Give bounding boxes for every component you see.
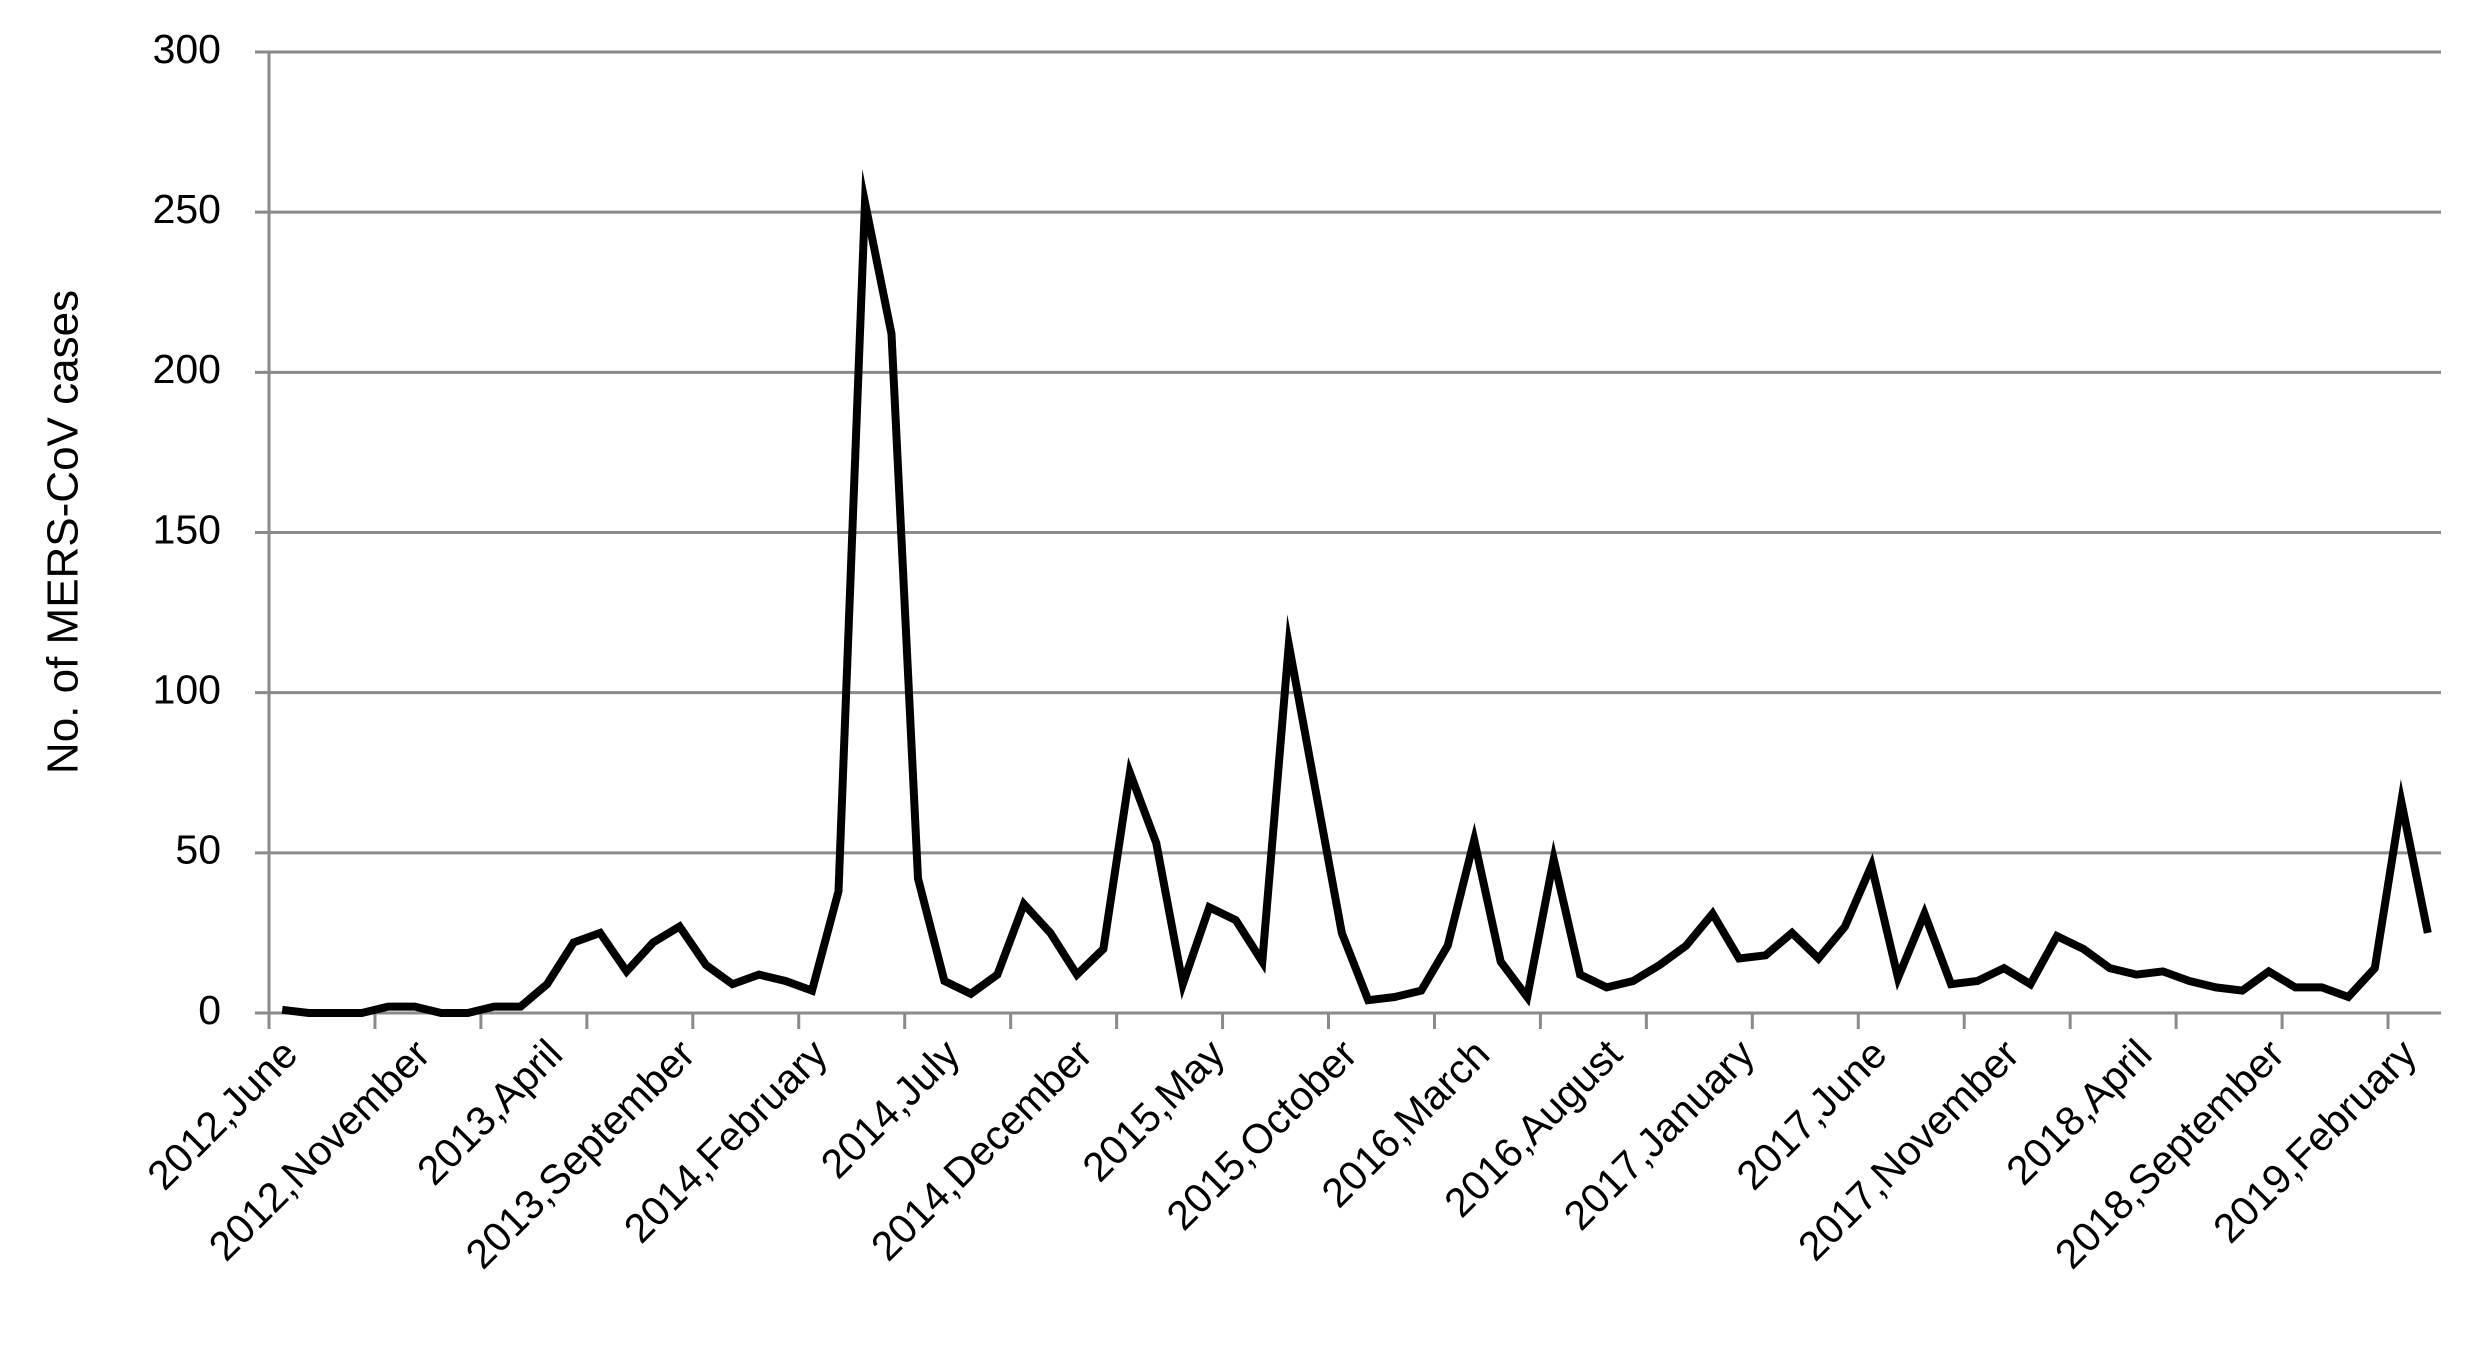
y-tick-label: 200 <box>153 346 221 392</box>
y-tick-label: 300 <box>153 26 221 72</box>
y-tick-label: 150 <box>153 506 221 552</box>
y-axis-title: No. of MERS-CoV cases <box>39 290 88 774</box>
y-tick-label: 50 <box>175 827 221 873</box>
y-tick-label: 0 <box>198 987 221 1033</box>
x-tick-label: 2013,September <box>457 1030 704 1277</box>
y-tick-label: 250 <box>153 186 221 232</box>
y-tick-label: 100 <box>153 666 221 712</box>
x-tick-label: 2018,September <box>2046 1030 2293 1277</box>
x-tick-label: 2017,November <box>1789 1030 2028 1269</box>
x-tick-label: 2012,November <box>200 1030 439 1269</box>
data-line <box>281 168 2432 1017</box>
x-tick-label: 2014,December <box>862 1030 1101 1269</box>
